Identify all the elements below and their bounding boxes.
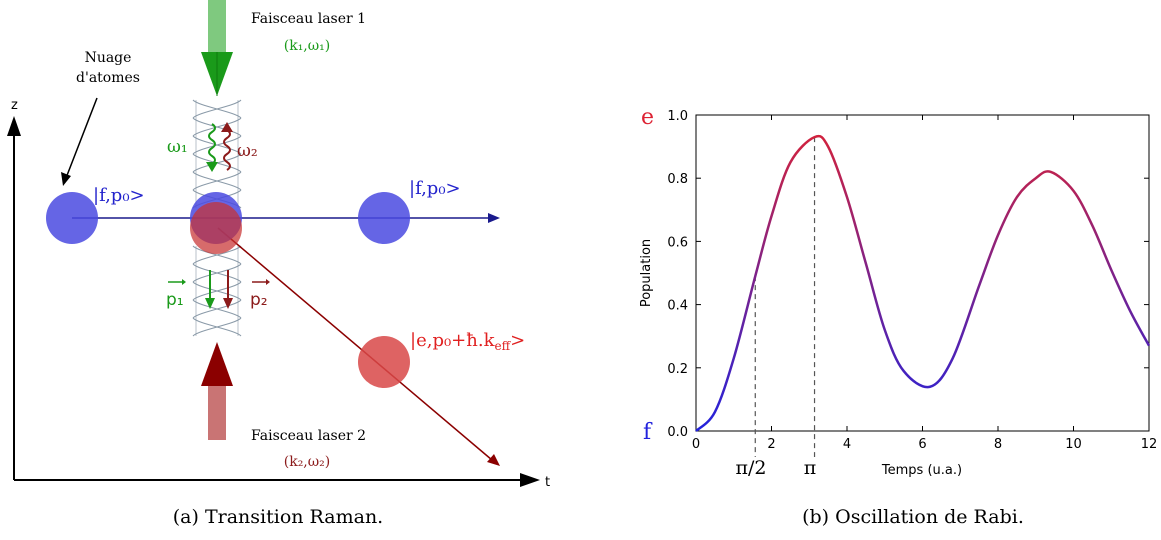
x-tick-label-1: 2 — [767, 437, 775, 452]
cloud-label-line1: Nuage — [85, 50, 132, 66]
excited-state-trajectory — [217, 227, 493, 461]
y-tick-label-1: 0.2 — [667, 362, 688, 377]
p1-momentum-arrowhead — [205, 298, 215, 309]
state-f-left-label: |f,p₀> — [93, 185, 145, 206]
state-e-main: |e,p₀+ħ.k — [410, 330, 496, 351]
x-tick-label-0: 0 — [692, 437, 700, 452]
p1-vector-bar-head — [182, 279, 186, 285]
omega1-photon-arrow — [206, 162, 218, 172]
p2-label: p₂ — [250, 290, 268, 310]
omega1-label: ω₁ — [167, 137, 188, 157]
excited-state-trajectory-arrowhead — [487, 454, 500, 466]
y-tick-label-0: 0.0 — [667, 425, 688, 440]
omega2-photon-arrow — [221, 122, 233, 132]
omega1-photon-squiggle — [208, 123, 216, 165]
t-axis-label: t — [545, 475, 550, 490]
x-tick-label-3: 6 — [918, 437, 926, 452]
cloud-pointer-arrow — [65, 97, 98, 179]
state-e-label: |e,p₀+ħ.keff> — [410, 330, 525, 353]
x-axis-label: Temps (u.a.) — [881, 463, 962, 478]
laser1-title: Faisceau laser 1 — [251, 11, 366, 27]
y-tick-label-4: 0.8 — [667, 172, 688, 187]
label-pi: π — [804, 457, 817, 479]
omega2-photon-squiggle — [223, 129, 231, 171]
panel-b-rabi-chart: 0 2 4 6 8 10 12 0.0 0.2 0.4 0.6 0.8 1.0 Population T… — [639, 105, 1157, 528]
state-e-subscript: eff — [494, 339, 511, 353]
plot-frame — [695, 114, 1150, 432]
cloud-label-line2: d'atomes — [76, 70, 140, 86]
tick-labels: 0 2 4 6 8 10 12 0.0 0.2 0.4 0.6 0.8 1.0 — [667, 109, 1157, 452]
laser1-beam-shaft — [208, 0, 226, 52]
y-tick-label-2: 0.4 — [667, 299, 688, 314]
atom-ground-left — [46, 192, 98, 244]
x-tick-label-6: 12 — [1141, 437, 1158, 452]
label-pi-over-2: π/2 — [736, 457, 767, 479]
atom-excited-center — [190, 202, 242, 254]
p1-label: p₁ — [166, 290, 184, 310]
tick-marks — [695, 114, 1150, 432]
y-tick-label-5: 1.0 — [667, 109, 688, 124]
atom-ground-right — [358, 192, 410, 244]
label-f: f — [643, 420, 653, 445]
laser1-params: (k₁,ω₁) — [284, 38, 331, 54]
label-e: e — [641, 105, 654, 130]
laser2-arrowhead — [201, 342, 233, 386]
x-tick-label-5: 10 — [1065, 437, 1082, 452]
marker-lines — [754, 137, 816, 457]
panel-a-raman-diagram: z t ω₁ ω₂ p₁ p₂ — [7, 0, 550, 528]
state-f-right-label: |f,p₀> — [409, 178, 461, 199]
p2-vector-bar-head — [266, 279, 270, 285]
population-curve — [695, 134, 1151, 432]
laser2-beam-shaft — [208, 386, 226, 440]
z-axis-arrowhead — [7, 116, 21, 136]
atom-excited-right — [358, 336, 410, 388]
cloud-pointer-arrowhead — [61, 172, 71, 186]
state-e-close: > — [510, 330, 525, 351]
x-tick-label-4: 8 — [994, 437, 1002, 452]
y-tick-label-3: 0.6 — [667, 235, 688, 250]
ground-state-trajectory-arrowhead — [488, 213, 500, 223]
caption-b: (b) Oscillation de Rabi. — [802, 506, 1024, 528]
standing-wave-pattern — [192, 99, 242, 337]
t-axis-arrowhead — [520, 473, 540, 487]
y-axis-label: Population — [639, 239, 654, 307]
p2-momentum-arrowhead — [223, 298, 233, 309]
z-axis-label: z — [11, 98, 18, 113]
caption-a: (a) Transition Raman. — [173, 506, 383, 528]
laser2-title: Faisceau laser 2 — [251, 428, 366, 444]
omega2-label: ω₂ — [237, 141, 258, 161]
x-tick-label-2: 4 — [843, 437, 851, 452]
laser2-params: (k₂,ω₂) — [284, 454, 331, 470]
